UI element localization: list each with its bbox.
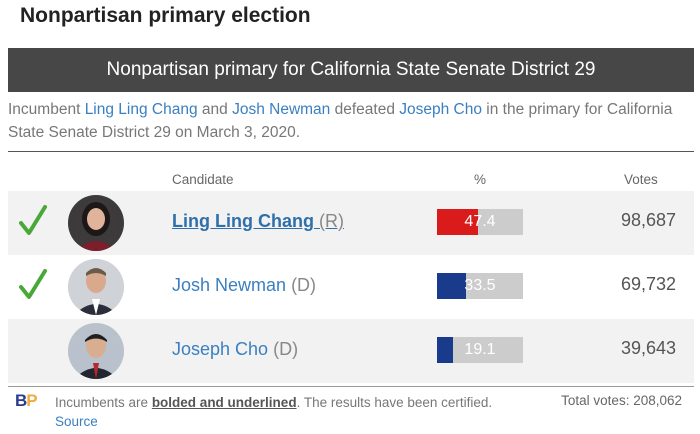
summary-suffix: in the primary for California State Sena… bbox=[8, 101, 673, 141]
source-link[interactable]: Source bbox=[55, 414, 98, 429]
page-title: Nonpartisan primary election bbox=[20, 4, 311, 27]
candidate-name: Joseph Cho bbox=[172, 339, 269, 359]
footnote: Incumbents are bolded and underlined. Th… bbox=[55, 393, 495, 431]
summary-link-josh-newman[interactable]: Josh Newman bbox=[232, 101, 331, 118]
vote-count: 98,687 bbox=[620, 210, 676, 230]
candidate-name: Ling Ling Chang bbox=[172, 211, 314, 231]
ballotpedia-logo: BP bbox=[15, 391, 38, 411]
column-header-candidate: Candidate bbox=[172, 172, 234, 187]
winner-check-icon bbox=[19, 205, 47, 235]
summary-link-joseph-cho[interactable]: Joseph Cho bbox=[399, 101, 482, 118]
summary-link-ling-ling-chang[interactable]: Ling Ling Chang bbox=[84, 101, 198, 118]
candidate-photo-ling-ling-chang bbox=[68, 195, 124, 251]
footnote-prefix: Incumbents are bbox=[55, 395, 152, 410]
percent-bar-fill bbox=[437, 337, 454, 363]
column-header-votes: Votes bbox=[624, 172, 658, 187]
candidate-name-link[interactable]: Josh Newman (D) bbox=[172, 275, 316, 296]
candidate-party: (R) bbox=[319, 211, 344, 231]
percent-value: 47.4 bbox=[464, 213, 496, 230]
footnote-suffix: . The results have been certified. bbox=[296, 395, 493, 410]
logo-letter-b: B bbox=[15, 391, 27, 410]
summary-mid-2: defeated bbox=[330, 101, 400, 118]
percent-bar: 47.4 bbox=[437, 209, 523, 235]
race-banner: Nonpartisan primary for California State… bbox=[8, 48, 694, 92]
logo-letter-p: P bbox=[26, 391, 37, 410]
winner-check-icon bbox=[19, 269, 47, 299]
table-row-joseph-cho: Joseph Cho (D) 19.1 39,643 bbox=[8, 319, 694, 383]
vote-count: 39,643 bbox=[620, 338, 676, 358]
total-votes: Total votes: 208,062 bbox=[561, 393, 682, 408]
percent-bar: 33.5 bbox=[437, 273, 523, 299]
candidate-name-link[interactable]: Ling Ling Chang (R) bbox=[172, 211, 344, 232]
summary-prefix: Incumbent bbox=[8, 101, 85, 118]
footnote-emphasis: bolded and underlined bbox=[151, 395, 297, 410]
race-summary: Incumbent Ling Ling Chang and Josh Newma… bbox=[8, 98, 688, 144]
percent-bar-fill bbox=[437, 209, 478, 235]
column-header-percent: % bbox=[474, 172, 487, 187]
table-row-ling-ling-chang: Ling Ling Chang (R) 47.4 98,687 bbox=[8, 191, 694, 255]
summary-mid-1: and bbox=[197, 101, 233, 118]
candidate-name: Josh Newman bbox=[172, 275, 287, 295]
candidate-party: (D) bbox=[291, 275, 317, 295]
candidate-name-link[interactable]: Joseph Cho (D) bbox=[172, 339, 298, 360]
candidate-party: (D) bbox=[273, 339, 299, 359]
candidate-photo-josh-newman bbox=[68, 259, 124, 315]
candidate-photo-joseph-cho bbox=[68, 323, 124, 379]
percent-bar-fill bbox=[437, 273, 466, 299]
percent-value: 33.5 bbox=[464, 277, 496, 294]
percent-value: 19.1 bbox=[464, 341, 496, 358]
divider-bottom bbox=[8, 386, 694, 387]
divider-top bbox=[8, 151, 694, 152]
vote-count: 69,732 bbox=[620, 274, 676, 294]
percent-bar: 19.1 bbox=[437, 337, 523, 363]
table-row-josh-newman: Josh Newman (D) 33.5 69,732 bbox=[8, 255, 694, 319]
